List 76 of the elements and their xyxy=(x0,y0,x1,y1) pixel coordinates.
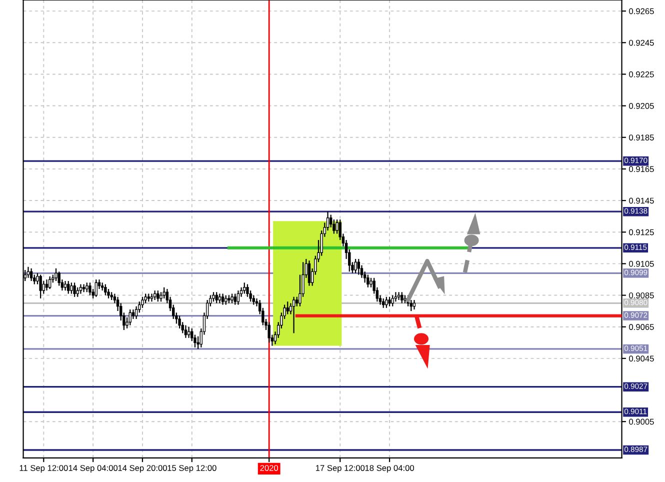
candlestick xyxy=(184,324,188,338)
candlestick xyxy=(160,292,162,302)
x-tick-label: 14 Sep 20:00 xyxy=(118,465,167,473)
y-tick-label: 0.9205 xyxy=(629,102,654,109)
candlestick xyxy=(391,294,394,307)
candlestick xyxy=(128,308,132,326)
candlestick xyxy=(134,306,138,320)
candlestick xyxy=(286,301,289,315)
candlestick xyxy=(292,296,296,334)
y-tick-label: 0.9185 xyxy=(629,134,654,140)
x-tick-label: 14 Sep 04:00 xyxy=(68,465,118,473)
x-tick-label: 17 Sep 12:00 xyxy=(316,465,365,473)
candlestick xyxy=(54,268,58,282)
candlestick xyxy=(73,282,76,298)
candlestick xyxy=(308,260,311,286)
candlestick xyxy=(234,293,236,306)
candlestick xyxy=(212,292,215,302)
candlestick xyxy=(332,218,336,234)
candlestick xyxy=(144,293,147,304)
candlestick xyxy=(79,284,82,294)
candlestick xyxy=(94,278,98,298)
candlestick xyxy=(48,276,52,290)
x-tick-label: 18 Sep 04:00 xyxy=(365,465,414,473)
x-tick-label: 2020 xyxy=(260,465,278,471)
candlestick xyxy=(336,218,338,234)
candlestick xyxy=(252,294,256,306)
candlestick xyxy=(385,296,388,308)
candlestick xyxy=(107,288,110,299)
candlestick xyxy=(370,277,372,288)
candlestick xyxy=(187,326,190,338)
candlestick xyxy=(366,274,370,288)
candlestick xyxy=(88,282,92,296)
candlestick xyxy=(67,280,70,294)
candlestick xyxy=(268,322,270,344)
y-tick-label: 0.9045 xyxy=(629,356,654,362)
x-tick-label: 11 Sep 12:00 xyxy=(20,465,68,473)
candlestick xyxy=(394,292,398,302)
candlestick xyxy=(156,290,160,302)
candlestick xyxy=(39,274,42,299)
candlestick xyxy=(30,268,33,282)
y-tick-label: 0.9245 xyxy=(629,40,654,46)
candlestick xyxy=(236,290,240,306)
candlestick xyxy=(76,286,79,298)
candlestick xyxy=(400,292,404,304)
candlestick xyxy=(70,282,73,294)
candlestick xyxy=(58,271,60,286)
candlestick xyxy=(162,286,166,299)
candlestick xyxy=(296,296,298,307)
candlestick xyxy=(230,293,234,304)
candlestick xyxy=(388,296,391,307)
candlestick xyxy=(354,258,357,274)
candlestick xyxy=(243,282,246,294)
candlestick xyxy=(215,292,218,304)
y-tick-label: 0.9225 xyxy=(629,71,654,78)
x-tick-label: 15 Sep 12:00 xyxy=(168,465,216,473)
candlestick xyxy=(357,258,360,276)
candlestick xyxy=(86,282,88,293)
candlestick xyxy=(26,266,30,278)
y-tick-label: 0.9085 xyxy=(629,292,654,298)
candlestick xyxy=(178,315,181,329)
candlestick xyxy=(221,293,224,306)
candlestick xyxy=(246,284,249,298)
candlestick xyxy=(224,294,228,306)
y-tick-label: 0.9145 xyxy=(629,198,654,204)
candlestick xyxy=(104,284,107,296)
y-tick-label: 0.9105 xyxy=(629,260,654,267)
candlestick xyxy=(150,293,154,302)
y-tick-label: 0.9005 xyxy=(629,418,654,425)
candlestick xyxy=(382,298,385,308)
candlestick xyxy=(218,293,222,304)
y-tick-label: 0.9265 xyxy=(629,8,654,14)
y-tick-label: 0.9165 xyxy=(629,166,654,172)
candlestick xyxy=(82,284,86,293)
y-tick-label: 0.9125 xyxy=(629,229,654,236)
y-tick-label: 0.9065 xyxy=(629,324,654,330)
candlestick xyxy=(141,296,144,308)
